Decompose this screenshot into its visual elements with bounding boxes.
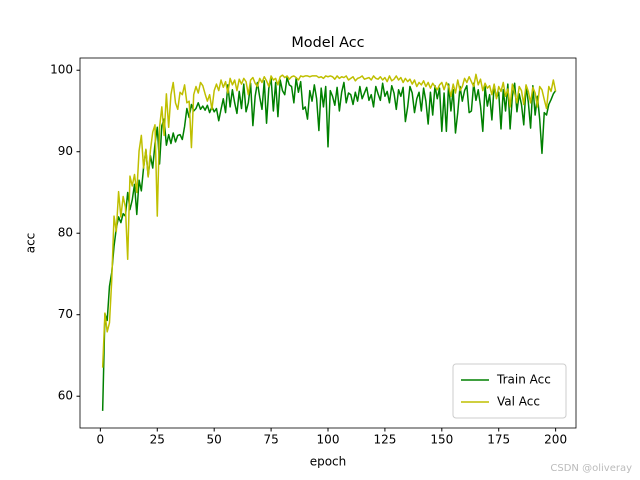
legend-label: Train Acc: [496, 373, 551, 387]
legend-label: Val Acc: [497, 395, 540, 409]
line-series: [101, 73, 557, 368]
x-tick-label: 0: [97, 433, 105, 447]
y-tick-label: 100: [50, 63, 73, 77]
x-tick-label: 150: [430, 433, 453, 447]
legend-box: [452, 363, 567, 419]
x-tick-label: 50: [207, 433, 222, 447]
x-tick-label: 200: [544, 433, 567, 447]
chart-title: Model Acc: [291, 35, 364, 51]
line-series: [101, 76, 557, 411]
axes-frame: [79, 57, 577, 429]
x-tick-label: 125: [373, 433, 396, 447]
y-tick-label: 70: [58, 307, 73, 321]
x-axis-label: epoch: [310, 455, 347, 469]
x-tick-label: 25: [150, 433, 165, 447]
x-tick-label: 100: [317, 433, 340, 447]
y-tick-label: 90: [58, 144, 73, 158]
x-tick-label: 75: [263, 433, 278, 447]
y-tick-label: 80: [58, 226, 73, 240]
y-tick-label: 60: [58, 389, 73, 403]
watermark: CSDN @oliveray: [550, 463, 632, 474]
y-axis-label: acc: [24, 233, 38, 254]
x-tick-label: 175: [487, 433, 510, 447]
